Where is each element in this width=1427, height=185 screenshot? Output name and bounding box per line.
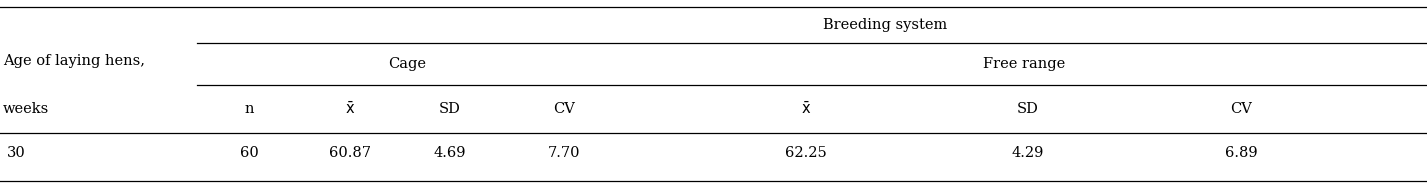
Text: 60.87: 60.87 (328, 146, 371, 160)
Text: 30: 30 (7, 146, 26, 160)
Text: CV: CV (1230, 102, 1253, 116)
Text: Age of laying hens,: Age of laying hens, (3, 54, 146, 68)
Text: SD: SD (1016, 102, 1039, 116)
Text: 4.29: 4.29 (1012, 146, 1043, 160)
Text: CV: CV (552, 102, 575, 116)
Text: 60: 60 (240, 146, 260, 160)
Text: Cage: Cage (388, 57, 425, 71)
Text: $\bar{\mathrm{x}}$: $\bar{\mathrm{x}}$ (801, 101, 812, 117)
Text: SD: SD (438, 102, 461, 116)
Text: Free range: Free range (983, 57, 1065, 71)
Text: Breeding system: Breeding system (822, 18, 948, 32)
Text: 7.70: 7.70 (548, 146, 579, 160)
Text: weeks: weeks (3, 102, 49, 116)
Text: 6.89: 6.89 (1226, 146, 1257, 160)
Text: 4.69: 4.69 (434, 146, 465, 160)
Text: n: n (245, 102, 254, 116)
Text: 62.25: 62.25 (785, 146, 828, 160)
Text: $\bar{\mathrm{x}}$: $\bar{\mathrm{x}}$ (344, 101, 355, 117)
